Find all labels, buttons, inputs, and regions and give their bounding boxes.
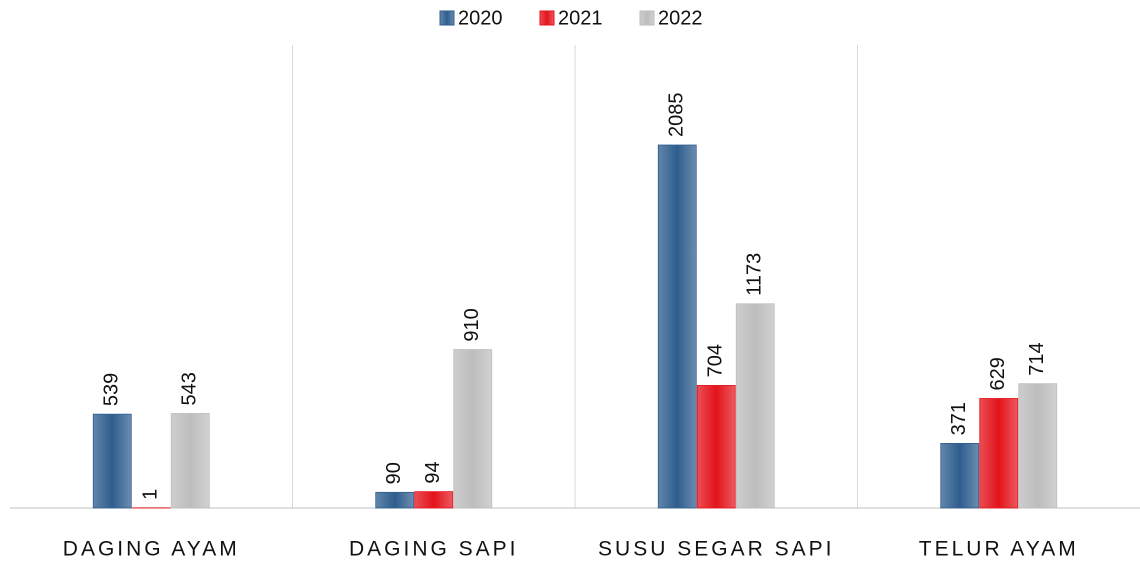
data-label: 704 (705, 344, 727, 377)
data-label: 910 (461, 308, 483, 341)
x-tick-label: DAGING AYAM (63, 538, 240, 561)
data-label: 714 (1026, 342, 1048, 375)
data-label: 94 (422, 461, 444, 483)
data-label: 371 (948, 402, 970, 435)
bar (696, 385, 736, 509)
bar (170, 413, 210, 509)
data-label: 539 (101, 373, 123, 406)
bar (979, 398, 1019, 509)
data-label: 1 (140, 489, 162, 500)
legend-swatch (639, 10, 655, 26)
data-label: 2085 (666, 93, 688, 138)
bar (92, 413, 132, 509)
bar (1018, 383, 1058, 509)
bar (940, 443, 980, 509)
data-label: 1173 (744, 253, 766, 296)
bar (414, 491, 454, 509)
x-tick-label: TELUR AYAM (919, 538, 1079, 561)
data-label: 629 (987, 357, 1009, 390)
bar (453, 349, 493, 509)
legend-swatch (539, 10, 555, 26)
legend-swatch (439, 10, 455, 26)
bar (375, 491, 415, 509)
data-label: 543 (179, 372, 201, 405)
data-label: 90 (383, 462, 405, 484)
legend-label: 2021 (558, 7, 603, 29)
legend-label: 2022 (658, 7, 703, 29)
legend-label: 2020 (458, 7, 503, 29)
bar (735, 303, 775, 509)
x-tick-label: DAGING SAPI (349, 538, 519, 561)
x-tick-label: SUSU SEGAR SAPI (598, 538, 834, 561)
bar (657, 144, 697, 509)
